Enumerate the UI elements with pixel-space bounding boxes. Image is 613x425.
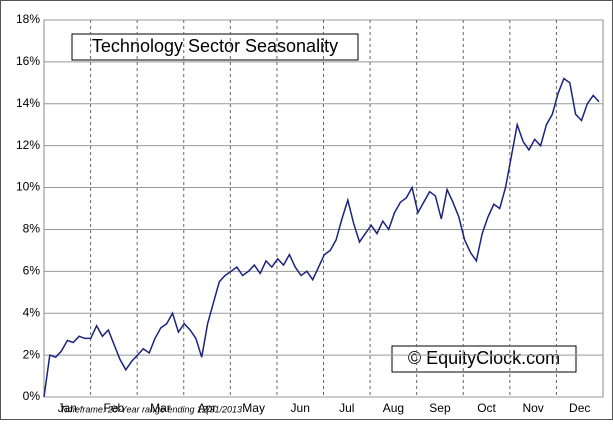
title-box [71,33,359,61]
watermark-box [391,345,577,373]
x-tick-label: Jul [339,401,354,415]
x-tick-label: Apr [198,401,217,415]
x-tick-label: Sep [429,401,451,415]
watermark: © EquityClock.com [408,348,560,368]
x-tick-label: Oct [477,401,496,415]
y-tick-label: 6% [23,264,41,278]
y-tick-label: 8% [23,222,41,236]
chart-title: Technology Sector Seasonality [92,36,338,56]
x-tick-label: Feb [104,401,125,415]
y-tick-label: 4% [23,305,41,319]
x-tick-label: Nov [522,401,543,415]
footnote: Timeframe: 20-Year range ending 12/31/20… [60,404,242,414]
x-tick-label: May [242,401,265,415]
y-tick-label: 10% [16,180,40,194]
y-tick-label: 18% [16,12,40,26]
x-tick-label: Mar [150,401,171,415]
y-tick-label: 12% [16,138,40,152]
data-line [43,77,600,398]
x-tick-label: Jan [58,401,77,415]
y-tick-label: 2% [23,347,41,361]
x-tick-label: Jun [291,401,310,415]
x-tick-label: Aug [383,401,404,415]
y-tick-label: 16% [16,54,40,68]
y-tick-label: 14% [16,96,40,110]
x-tick-label: Dec [569,401,590,415]
y-tick-label: 0% [23,389,41,403]
